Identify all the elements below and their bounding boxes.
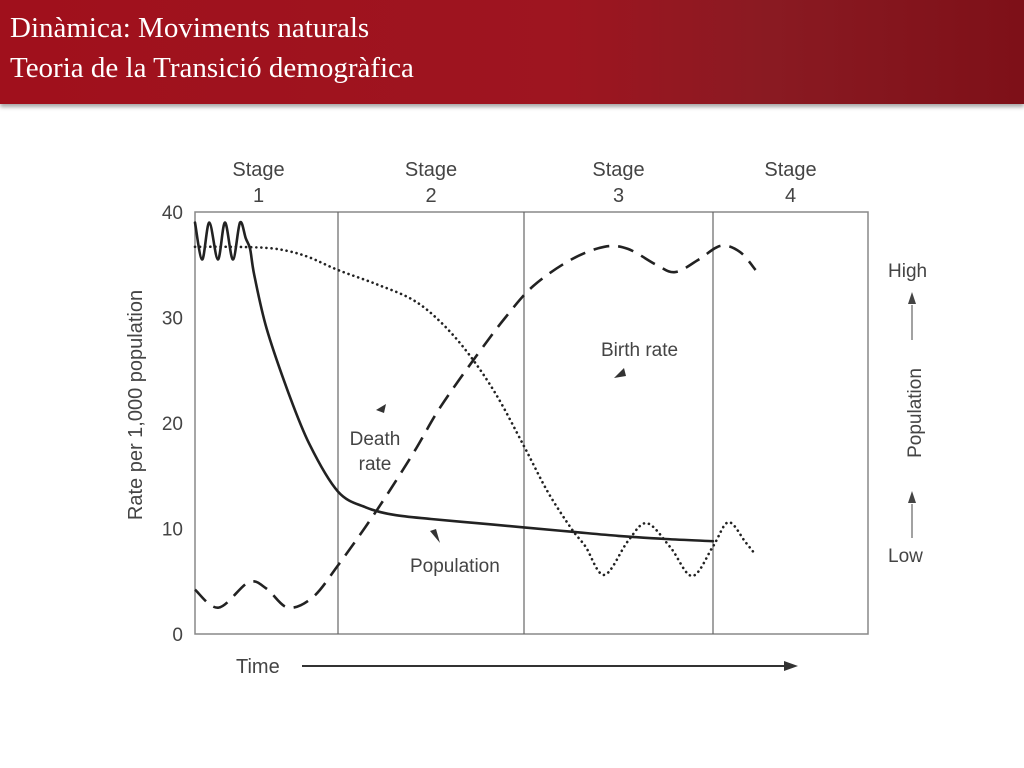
stage-label-1: Stage	[232, 159, 284, 181]
stage-number-4: 4	[785, 185, 796, 207]
slide-title-line2: Teoria de la Transició demogràfica	[10, 52, 414, 84]
stage-label-2: Stage	[405, 159, 457, 181]
birth-rate-pointer-arrow	[614, 368, 626, 378]
death-rate-pointer-arrow	[376, 404, 386, 413]
series-lines	[193, 220, 757, 610]
plot-frame	[194, 211, 869, 635]
right-axis-low-label: Low	[888, 546, 923, 567]
y-tick-label: 10	[162, 520, 183, 541]
stage-number-2: 2	[425, 185, 436, 207]
birth-rate-annotation: Birth rate	[601, 340, 678, 361]
title-bar: Dinàmica: Moviments naturals Teoria de l…	[0, 0, 1024, 104]
y-tick-label: 20	[162, 414, 183, 435]
population-annotation: Population	[410, 556, 500, 577]
series-population	[194, 244, 757, 610]
y-axis-label: Rate per 1,000 population	[125, 290, 147, 520]
death-rate-annotation-line2: rate	[359, 454, 392, 475]
population-pointer-arrow	[430, 529, 440, 543]
x-axis-label: Time	[236, 656, 280, 678]
time-arrow-head	[784, 661, 798, 671]
series-death-rate	[193, 220, 715, 543]
series-birth-rate	[193, 245, 757, 578]
y-tick-label: 40	[162, 203, 183, 224]
y-axis-ticks: 0 10 20 30 40	[162, 203, 183, 646]
stage-number-1: 1	[253, 185, 264, 207]
y-tick-label: 30	[162, 309, 183, 330]
death-rate-annotation-line1: Death	[350, 429, 401, 450]
y-tick-label: 0	[172, 625, 183, 646]
right-axis-population-label: Population	[905, 368, 926, 458]
stage-label-3: Stage	[592, 159, 644, 181]
stage-dividers	[337, 212, 714, 634]
stage-label-4: Stage	[764, 159, 816, 181]
slide-title-line1: Dinàmica: Moviments naturals	[10, 12, 370, 44]
stage-labels: Stage 1 Stage 2 Stage 3 Stage 4	[232, 159, 816, 207]
stage-number-3: 3	[613, 185, 624, 207]
right-axis-high-label: High	[888, 261, 927, 282]
right-axis-up-arrow-top	[908, 292, 916, 304]
right-axis-up-arrow-bottom	[908, 491, 916, 503]
